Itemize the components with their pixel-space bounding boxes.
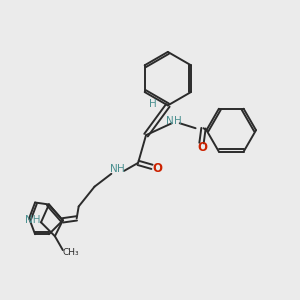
Text: H: H xyxy=(117,164,125,174)
Text: NH: NH xyxy=(25,215,41,225)
Text: H: H xyxy=(174,116,182,126)
Text: H: H xyxy=(149,99,157,110)
Text: O: O xyxy=(197,140,208,154)
Text: N: N xyxy=(110,164,118,174)
Text: O: O xyxy=(152,162,162,175)
Text: N: N xyxy=(166,116,174,126)
Text: CH₃: CH₃ xyxy=(62,248,79,256)
